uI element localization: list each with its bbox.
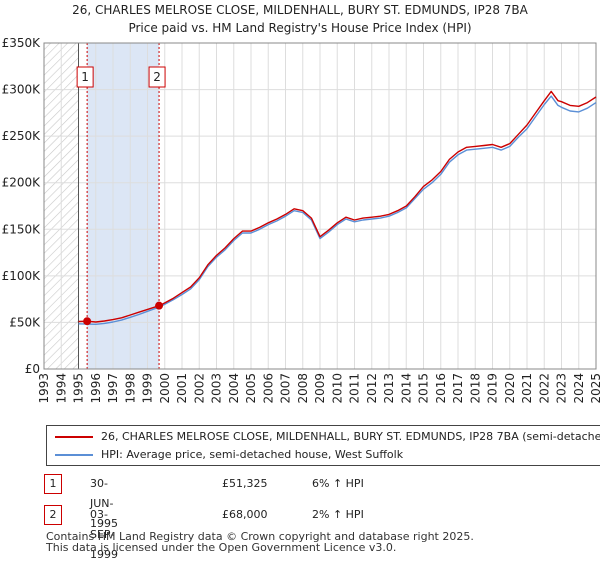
y-tick-label: £200K bbox=[2, 176, 42, 190]
x-tick-label: 2012 bbox=[365, 373, 379, 404]
x-tick-label: 2024 bbox=[572, 373, 586, 404]
x-tick-label: 2010 bbox=[330, 373, 344, 404]
sale-hpi-diff: 6% ↑ HPI bbox=[312, 477, 364, 490]
x-tick-label: 2021 bbox=[520, 373, 534, 404]
x-tick-label: 2022 bbox=[537, 373, 551, 404]
price-chart: 26, CHARLES MELROSE CLOSE, MILDENHALL, B… bbox=[2, 3, 600, 404]
x-tick-label: 2019 bbox=[486, 373, 500, 404]
x-tick-label: 2011 bbox=[348, 373, 362, 404]
chart-subtitle: Price paid vs. HM Land Registry's House … bbox=[128, 21, 471, 35]
series-line-hpi bbox=[78, 95, 597, 325]
x-tick-label: 2016 bbox=[434, 373, 448, 404]
x-tick-label: 2002 bbox=[192, 373, 206, 404]
x-tick-label: 1996 bbox=[89, 373, 103, 404]
legend-item-property: 26, CHARLES MELROSE CLOSE, MILDENHALL, B… bbox=[47, 428, 600, 446]
chart-title: 26, CHARLES MELROSE CLOSE, MILDENHALL, B… bbox=[72, 3, 529, 17]
x-tick-label: 1999 bbox=[141, 373, 155, 404]
sale-marker-box: 2 bbox=[44, 505, 62, 525]
footer-license: This data is licensed under the Open Gov… bbox=[46, 541, 397, 554]
sale-hpi-diff: 2% ↑ HPI bbox=[312, 508, 364, 521]
x-tick-label: 1998 bbox=[123, 373, 137, 404]
y-tick-label: £150K bbox=[2, 222, 42, 236]
sale-label-1: 1 bbox=[81, 70, 89, 84]
x-tick-label: 2003 bbox=[210, 373, 224, 404]
sale-marker-box: 1 bbox=[44, 474, 62, 494]
sale-price: £68,000 bbox=[222, 508, 268, 521]
sale-date: 03-SEP-1999 bbox=[90, 508, 118, 561]
x-tick-label: 2007 bbox=[279, 373, 293, 404]
footer-copyright: Contains HM Land Registry data © Crown c… bbox=[46, 530, 474, 543]
sale-date: 30-JUN-1995 bbox=[90, 477, 118, 530]
legend-swatch-property bbox=[55, 436, 93, 438]
legend-label-hpi: HPI: Average price, semi-detached house,… bbox=[101, 448, 404, 461]
x-tick-label: 1997 bbox=[106, 373, 120, 404]
y-tick-label: £100K bbox=[2, 269, 42, 283]
y-tick-label: £0 bbox=[25, 362, 40, 376]
x-tick-label: 2015 bbox=[417, 373, 431, 404]
x-tick-label: 2005 bbox=[244, 373, 258, 404]
y-tick-label: £350K bbox=[2, 36, 42, 50]
x-tick-label: 2000 bbox=[158, 373, 172, 404]
y-tick-label: £300K bbox=[2, 83, 42, 97]
sale-label-box-1 bbox=[76, 66, 94, 88]
x-tick-label: 2014 bbox=[399, 373, 413, 404]
x-tick-label: 2020 bbox=[503, 373, 517, 404]
footer: Contains HM Land Registry data © Crown c… bbox=[46, 531, 474, 553]
sale-point-2 bbox=[155, 301, 164, 310]
y-tick-label: £50K bbox=[9, 315, 41, 329]
sale-price: £51,325 bbox=[222, 477, 268, 490]
x-tick-label: 2009 bbox=[313, 373, 327, 404]
x-tick-label: 2004 bbox=[227, 373, 241, 404]
series-line-property bbox=[78, 90, 597, 323]
x-tick-label: 2001 bbox=[175, 373, 189, 404]
legend-swatch-hpi bbox=[55, 454, 93, 456]
x-tick-label: 2006 bbox=[261, 373, 275, 404]
x-tick-label: 2023 bbox=[555, 373, 569, 404]
legend-label-property: 26, CHARLES MELROSE CLOSE, MILDENHALL, B… bbox=[101, 430, 600, 443]
y-tick-label: £250K bbox=[2, 129, 42, 143]
x-tick-label: 2018 bbox=[468, 373, 482, 404]
x-tick-label: 2017 bbox=[451, 373, 465, 404]
legend-item-hpi: HPI: Average price, semi-detached house,… bbox=[47, 446, 600, 464]
x-tick-label: 2013 bbox=[382, 373, 396, 404]
legend: 26, CHARLES MELROSE CLOSE, MILDENHALL, B… bbox=[46, 425, 600, 466]
x-tick-label: 2008 bbox=[296, 373, 310, 404]
sale-label-2: 2 bbox=[153, 70, 161, 84]
plot-border bbox=[43, 42, 597, 370]
x-tick-label: 1995 bbox=[72, 373, 86, 404]
sale-label-box-2 bbox=[148, 66, 166, 88]
sale-point-1 bbox=[83, 317, 92, 326]
x-tick-label: 1994 bbox=[54, 373, 68, 404]
x-tick-label: 2025 bbox=[589, 373, 600, 404]
x-tick-label: 1993 bbox=[37, 373, 51, 404]
